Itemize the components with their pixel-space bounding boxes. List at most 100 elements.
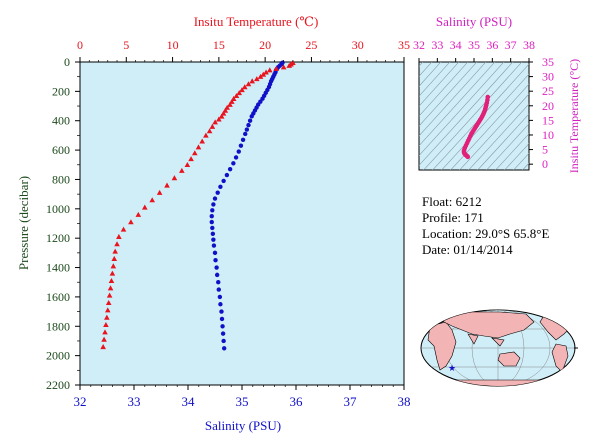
temperature-point	[266, 67, 273, 73]
salinity-tick-label: 38	[398, 394, 411, 409]
ts-temperature-tick-label: 35	[542, 55, 554, 69]
pressure-tick-label: 1800	[46, 319, 70, 333]
pressure-tick-label: 1000	[46, 202, 70, 216]
temperature-tick-label: 20	[259, 38, 271, 52]
temperature-point	[249, 78, 255, 84]
pressure-tick-label: 200	[52, 84, 70, 98]
ts-salinity-tick-label: 33	[431, 38, 443, 52]
ts-salinity-tick-label: 37	[505, 38, 517, 52]
temperature-point	[257, 73, 264, 79]
temperature-point	[199, 138, 205, 144]
temperature-tick-label: 35	[398, 38, 410, 52]
temperature-point	[254, 76, 260, 82]
temperature-point	[111, 255, 118, 261]
temperature-point	[212, 119, 218, 125]
temperature-point	[273, 65, 280, 71]
salinity-point	[213, 258, 218, 263]
salinity-point	[244, 127, 250, 132]
density-contour	[513, 152, 529, 170]
pressure-tick-label: 400	[52, 114, 70, 128]
ts-salinity-tick-label: 38	[523, 38, 535, 52]
temperature-point	[184, 161, 191, 168]
salinity-point	[216, 287, 221, 292]
temperature-tick-label: 15	[213, 38, 225, 52]
pressure-axis-label: Pressure (decibar)	[16, 176, 31, 270]
density-contour	[419, 62, 478, 127]
ts-salinity-tick-label: 32	[413, 38, 425, 52]
salinity-point	[220, 324, 225, 329]
density-contour	[419, 62, 433, 77]
temperature-point	[233, 92, 240, 99]
density-contour	[419, 62, 460, 107]
pressure-axis-ticks: 0 200 400 600 800 1000 1200 1400 1600 1800 2000 220…	[46, 55, 80, 392]
density-contour	[459, 93, 529, 170]
temperature-tick-label: 30	[352, 38, 364, 52]
salinity-axis-ticks: 32 33 34 35 36 37 38	[74, 385, 411, 409]
density-contour	[527, 54, 601, 175]
temperature-point	[216, 116, 222, 122]
temperature-point	[245, 81, 252, 87]
profile-number-text: Profile: 171	[422, 210, 484, 225]
ts-density-contours	[419, 54, 601, 175]
temperature-point	[286, 62, 293, 68]
temperature-point	[156, 189, 163, 195]
temperature-point	[109, 270, 116, 276]
temperature-point	[218, 113, 225, 119]
ts-temperature-tick-label: 20	[542, 99, 554, 113]
density-contour	[486, 123, 529, 170]
temperature-point	[206, 128, 213, 134]
salinity-point	[247, 118, 253, 123]
temperature-point	[164, 182, 170, 188]
density-contour	[419, 62, 505, 156]
temperature-point	[260, 71, 267, 77]
pressure-tick-label: 1200	[46, 231, 70, 245]
ts-salinity-axis-label: Salinity (PSU)	[436, 14, 512, 29]
temperature-point	[101, 336, 107, 342]
salinity-point	[211, 202, 216, 207]
temperature-point	[171, 175, 178, 181]
salinity-point	[214, 272, 220, 278]
temperature-point	[241, 84, 248, 90]
temperature-point	[203, 132, 209, 138]
ts-salinity-ticks: 32 33 34 35 36 37 38	[413, 38, 535, 62]
salinity-point	[212, 196, 218, 201]
temperature-point	[236, 90, 243, 96]
ts-diagram-points	[461, 94, 491, 160]
ts-temperature-tick-label: 0	[542, 157, 548, 171]
density-contour	[419, 62, 469, 117]
temperature-point	[191, 150, 198, 156]
salinity-point	[210, 225, 215, 231]
salinity-tick-label: 33	[128, 394, 141, 409]
salinity-point	[209, 219, 214, 225]
salinity-point	[216, 280, 221, 285]
density-contour	[441, 73, 529, 170]
density-contour	[477, 113, 529, 170]
temperature-point	[104, 307, 111, 313]
ts-temperature-tick-label: 25	[542, 84, 554, 98]
ts-point	[465, 154, 471, 160]
ts-temperature-axis-label: Insitu Temperature (°C)	[567, 59, 581, 173]
temperature-point	[209, 123, 216, 129]
temperature-point	[108, 277, 115, 283]
salinity-point	[210, 231, 216, 236]
salinity-point	[219, 309, 224, 314]
density-contour	[419, 62, 514, 166]
temperature-point	[107, 285, 114, 291]
temperature-point	[102, 329, 108, 335]
density-contour	[522, 162, 529, 170]
temperature-point	[106, 292, 113, 298]
salinity-point	[231, 161, 236, 166]
density-contour	[419, 62, 451, 97]
density-contour	[419, 62, 496, 147]
location-text: Location: 29.0°S 65.8°E	[422, 226, 550, 241]
temperature-point	[188, 156, 194, 162]
salinity-tick-label: 32	[74, 394, 87, 409]
ts-salinity-tick-label: 35	[468, 38, 480, 52]
pressure-tick-label: 2000	[46, 349, 70, 363]
salinity-point	[210, 208, 215, 213]
salinity-point	[224, 172, 230, 178]
temperature-point	[239, 87, 245, 93]
